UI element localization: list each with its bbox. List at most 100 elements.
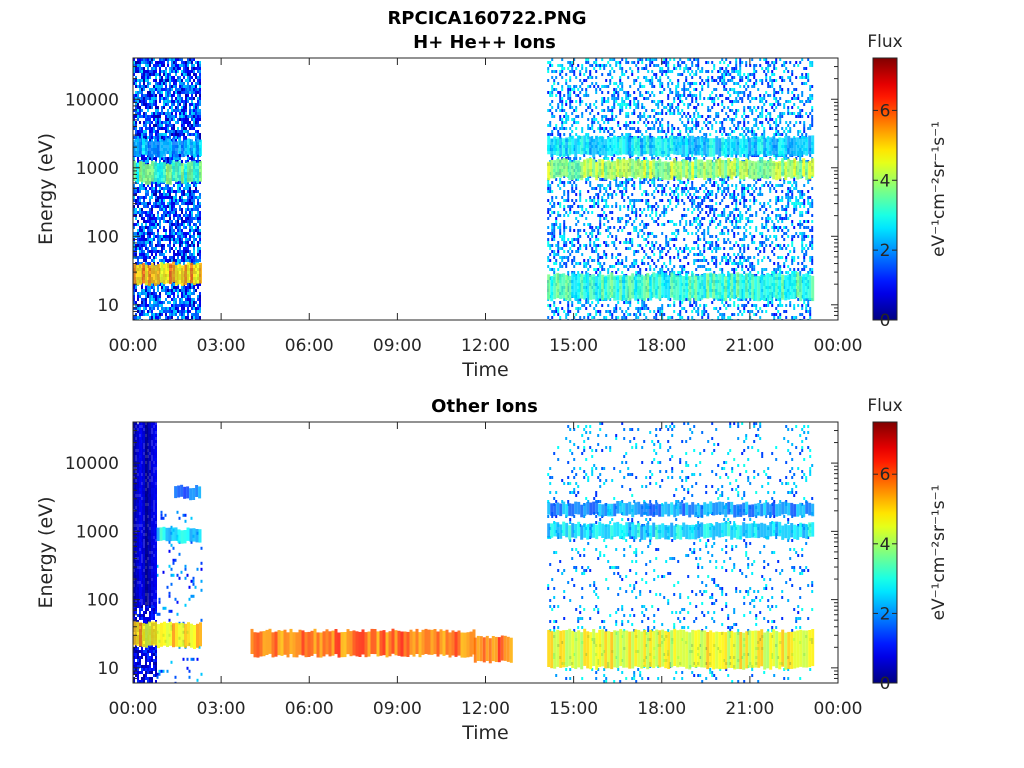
- flux-cell: [657, 184, 660, 187]
- flux-cell: [191, 85, 193, 88]
- flux-cell: [707, 232, 710, 235]
- flux-cell: [195, 226, 197, 229]
- flux-cell: [671, 124, 674, 127]
- flux-cell: [669, 157, 672, 160]
- flux-cell: [639, 184, 642, 187]
- flux-cell: [145, 259, 147, 262]
- flux-cell: [193, 250, 195, 253]
- flux-cell: [171, 103, 173, 106]
- flux-cell: [185, 88, 187, 91]
- flux-cell: [655, 214, 658, 217]
- flux-cell: [683, 238, 686, 241]
- flux-cell: [173, 157, 175, 160]
- flux-cell: [143, 232, 145, 235]
- flux-cell: [181, 289, 183, 292]
- flux-cell: [159, 133, 161, 136]
- flux-cell: [687, 127, 690, 130]
- flux-cell: [689, 73, 692, 76]
- flux-cell: [613, 94, 616, 97]
- flux-cell: [663, 187, 666, 190]
- flux-cell: [163, 247, 165, 250]
- flux-cell: [147, 85, 149, 88]
- flux-cell: [683, 190, 686, 193]
- flux-cell: [717, 103, 720, 106]
- flux-cell: [163, 244, 165, 247]
- flux-cell: [675, 187, 678, 190]
- flux-cell: [697, 112, 700, 115]
- flux-cell: [181, 64, 183, 67]
- flux-cell: [179, 133, 181, 136]
- flux-cell: [177, 217, 179, 220]
- flux-cell: [625, 256, 628, 259]
- flux-cell: [567, 238, 570, 241]
- flux-cell: [637, 130, 640, 133]
- flux-cell: [593, 250, 596, 253]
- flux-cell: [167, 109, 169, 112]
- flux-cell: [139, 88, 141, 91]
- flux-cell: [701, 115, 704, 118]
- flux-cell: [137, 91, 139, 94]
- flux-cell: [629, 85, 632, 88]
- flux-cell: [175, 133, 177, 136]
- flux-cell: [147, 253, 149, 256]
- flux-cell: [191, 202, 193, 205]
- flux-cell: [173, 229, 175, 232]
- flux-cell: [567, 88, 570, 91]
- flux-cell: [639, 307, 642, 310]
- flux-cell: [181, 124, 183, 127]
- flux-cell: [551, 70, 554, 73]
- flux-cell: [567, 97, 570, 100]
- flux-cell: [165, 124, 167, 127]
- flux-cell: [651, 259, 654, 262]
- flux-cell: [585, 244, 588, 247]
- flux-cell: [161, 301, 163, 304]
- flux-cell: [189, 73, 191, 76]
- flux-cell: [671, 112, 674, 115]
- flux-cell: [625, 223, 628, 226]
- flux-cell: [177, 94, 179, 97]
- flux-cell: [139, 229, 141, 232]
- flux-cell: [615, 310, 618, 313]
- flux-cell: [701, 127, 704, 130]
- flux-cell: [627, 76, 630, 79]
- flux-cell: [163, 133, 165, 136]
- flux-cell: [615, 61, 618, 64]
- flux-cell: [159, 208, 161, 211]
- flux-cell: [193, 121, 195, 124]
- flux-cell: [181, 97, 183, 100]
- flux-cell: [717, 187, 720, 190]
- flux-cell: [643, 232, 646, 235]
- flux-cell: [157, 316, 159, 319]
- flux-cell: [197, 76, 199, 79]
- flux-cell: [571, 61, 574, 64]
- flux-cell: [161, 193, 163, 196]
- flux-cell: [593, 244, 596, 247]
- flux-cell: [703, 235, 706, 238]
- flux-cell: [659, 268, 662, 271]
- flux-cell: [579, 316, 582, 319]
- flux-cell: [703, 97, 706, 100]
- flux-cell: [191, 217, 193, 220]
- flux-cell: [703, 229, 706, 232]
- flux-cell: [177, 88, 179, 91]
- flux-cell: [621, 97, 624, 100]
- flux-cell: [137, 247, 139, 250]
- flux-cell: [157, 202, 159, 205]
- flux-cell: [165, 184, 167, 187]
- flux-cell: [709, 97, 712, 100]
- flux-cell: [553, 223, 556, 226]
- flux-cell: [159, 184, 161, 187]
- flux-cell: [709, 211, 712, 214]
- flux-cell: [185, 247, 187, 250]
- flux-cell: [643, 97, 646, 100]
- flux-cell: [173, 103, 175, 106]
- flux-cell: [715, 262, 718, 265]
- flux-cell: [721, 67, 724, 70]
- flux-cell: [133, 205, 135, 208]
- flux-cell: [715, 235, 718, 238]
- flux-cell: [643, 190, 646, 193]
- flux-cell: [643, 301, 646, 304]
- flux-cell: [187, 196, 189, 199]
- flux-cell: [707, 106, 710, 109]
- flux-cell: [149, 289, 151, 292]
